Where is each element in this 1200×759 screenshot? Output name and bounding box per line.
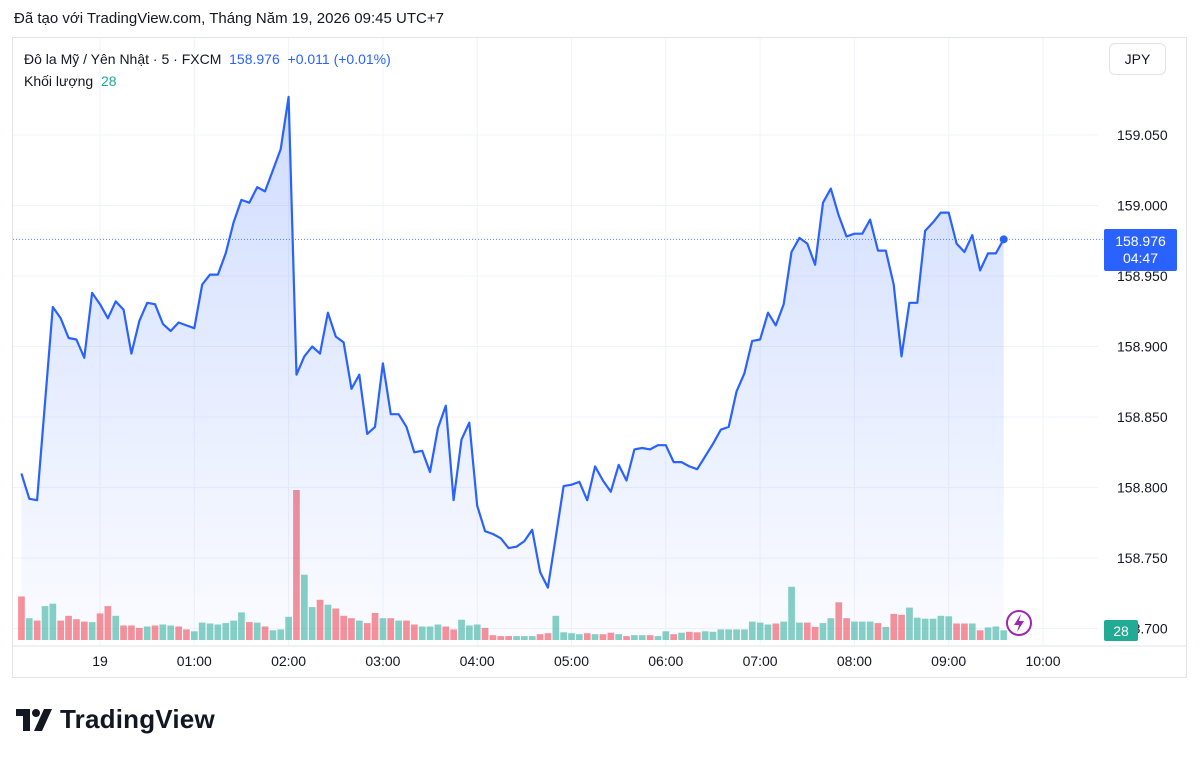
y-tick-label: 158.950 [1117, 268, 1168, 284]
x-tick-label: 06:00 [648, 653, 683, 669]
price-area [21, 96, 1004, 640]
created-with-header: Đã tạo với TradingView.com, Tháng Năm 19… [14, 10, 444, 27]
price-line [20, 95, 1005, 589]
volume-label[interactable]: Khối lượng [24, 73, 94, 89]
y-tick-label: 158.750 [1117, 550, 1168, 566]
legend-price: 158.976 [229, 51, 280, 67]
currency-button[interactable]: JPY [1109, 43, 1166, 75]
chart-frame[interactable] [12, 37, 1187, 678]
x-tick-label: 07:00 [743, 653, 778, 669]
bar-countdown: 04:47 [1122, 250, 1159, 266]
x-tick-label: 04:00 [460, 653, 495, 669]
x-tick-label: 10:00 [1025, 653, 1060, 669]
x-tick-label: 08:00 [837, 653, 872, 669]
x-tick-label: 19 [92, 653, 108, 669]
last-price-value: 158.976 [1115, 233, 1166, 249]
last-price-dot [999, 235, 1008, 244]
last-price-tag: 158.976 04:47 [1104, 229, 1177, 271]
y-tick-label: 158.850 [1117, 409, 1168, 425]
lightning-icon[interactable] [1006, 610, 1032, 636]
x-axis: 19 01:00 02:00 03:00 04:00 05:00 06:00 07:00 08:… [92, 653, 1061, 669]
x-tick-label: 03:00 [365, 653, 400, 669]
tradingview-logo-text: TradingView [60, 704, 215, 734]
y-tick-label: 158.800 [1117, 480, 1168, 496]
x-tick-label: 02:00 [271, 653, 306, 669]
y-axis: 159.050 159.000 158.950 158.900 158.850 158.8… [1117, 127, 1168, 637]
tradingview-logo[interactable]: TradingView [16, 704, 215, 735]
volume-tag: 28 [1104, 620, 1138, 641]
chart-legend: Đô la Mỹ / Yên Nhật · 5 · FXCM 158.976 +… [24, 48, 391, 92]
tradingview-logo-icon [16, 708, 52, 731]
y-tick-label: 159.000 [1117, 198, 1168, 214]
y-tick-label: 158.900 [1117, 339, 1168, 355]
x-tick-label: 05:00 [554, 653, 589, 669]
y-tick-label: 159.050 [1117, 127, 1168, 143]
volume-bar [1000, 630, 1008, 640]
symbol-title[interactable]: Đô la Mỹ / Yên Nhật · 5 · FXCM [24, 51, 222, 67]
x-tick-label: 09:00 [931, 653, 966, 669]
x-tick-label: 01:00 [177, 653, 212, 669]
volume-value: 28 [100, 73, 117, 89]
legend-change: +0.011 (+0.01%) [287, 51, 391, 67]
